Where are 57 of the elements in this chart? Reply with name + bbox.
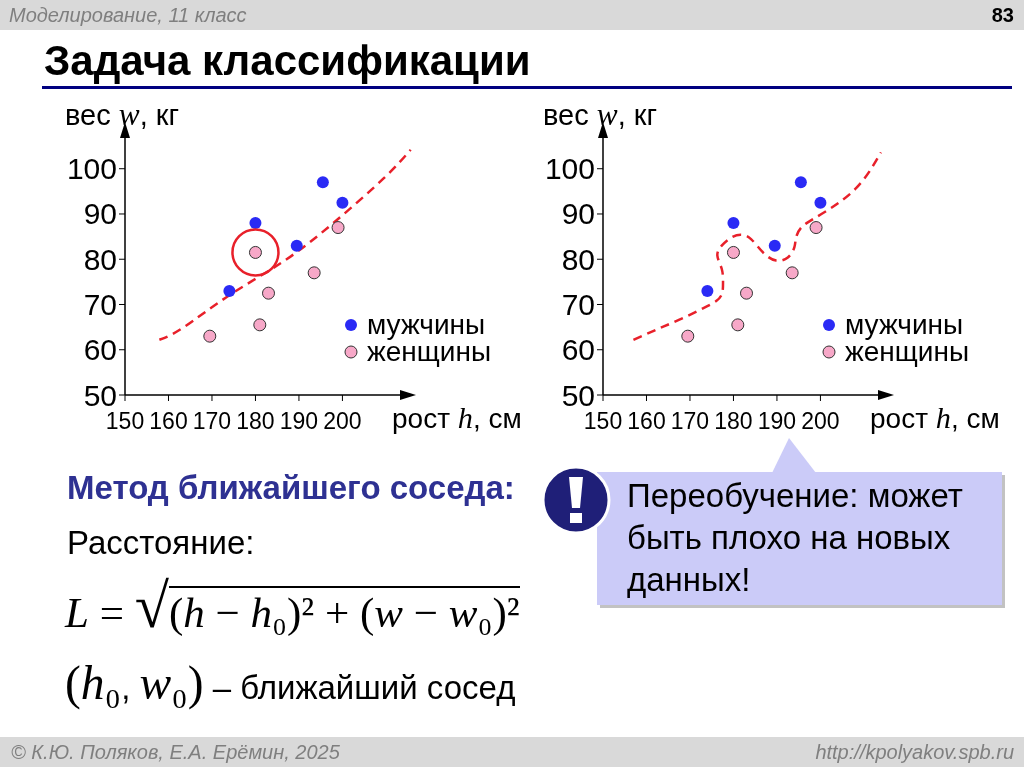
point (223, 284, 236, 297)
y-tick-label: 80 (561, 242, 595, 276)
y-tick-label: 80 (83, 242, 117, 276)
point (731, 318, 745, 332)
x-tick-label: 190 (279, 408, 319, 434)
speech-bubble: Переобучение: может быть плохо на новых данных! (597, 472, 1007, 610)
y-tick-label: 60 (83, 333, 117, 367)
text: Расстояние: (67, 524, 255, 562)
legend-label: мужчины (845, 309, 964, 340)
point (701, 284, 714, 297)
y-tick-label: 90 (83, 197, 117, 231)
y-tick-label: 70 (561, 287, 595, 321)
point (331, 221, 345, 235)
y-tick-label: 60 (561, 333, 595, 367)
text: http://kpolyakov.spb.ru (815, 740, 1014, 764)
x-tick-label: 200 (323, 408, 362, 434)
point (726, 245, 740, 259)
text: L = √(h − h₀)² + (w − w₀)² (65, 571, 520, 640)
y-axis-title: вес w, кг (543, 97, 658, 132)
x-tick-label: 200 (801, 408, 840, 434)
y-tick-label: 100 (544, 152, 595, 186)
x-axis-title: рост h, см (870, 401, 1000, 435)
point (253, 318, 267, 332)
x-tick-label: 170 (670, 408, 710, 434)
text: © К.Ю. Поляков, Е.А. Ерёмин, 2025 (11, 740, 340, 764)
point (809, 221, 823, 235)
point (794, 176, 807, 189)
text: Моделирование, 11 класс (9, 3, 247, 27)
point (249, 217, 262, 230)
x-tick-label: 180 (236, 408, 275, 434)
point (768, 239, 781, 252)
point (316, 176, 329, 189)
point (262, 286, 275, 300)
y-tick-label: 100 (66, 152, 117, 186)
x-tick-label: 160 (627, 408, 666, 434)
x-tick-label: 190 (757, 408, 797, 434)
text: Метод ближайшего соседа: (67, 469, 515, 507)
legend-label: мужчины (367, 309, 486, 340)
text: Задача классификации (44, 37, 531, 85)
point (681, 329, 695, 343)
point (290, 239, 303, 252)
x-axis-title: рост h, см (392, 401, 522, 435)
point (203, 329, 217, 343)
point (336, 196, 349, 209)
y-axis-title: вес w, кг (65, 97, 180, 132)
point (785, 266, 799, 280)
point (740, 286, 753, 300)
x-tick-label: 180 (714, 408, 753, 434)
point (727, 217, 740, 230)
x-tick-label: 170 (192, 408, 232, 434)
x-tick-label: 160 (149, 408, 188, 434)
point (307, 266, 321, 280)
y-tick-label: 90 (561, 197, 595, 231)
text: 83 (991, 3, 1014, 27)
point (814, 196, 827, 209)
text: (h₀, w₀) – ближайший сосед (65, 657, 516, 709)
y-tick-label: 70 (83, 287, 117, 321)
